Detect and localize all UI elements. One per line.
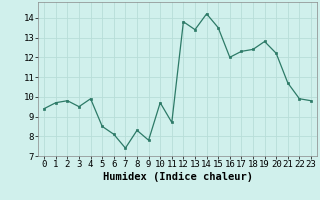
X-axis label: Humidex (Indice chaleur): Humidex (Indice chaleur) xyxy=(103,172,252,182)
